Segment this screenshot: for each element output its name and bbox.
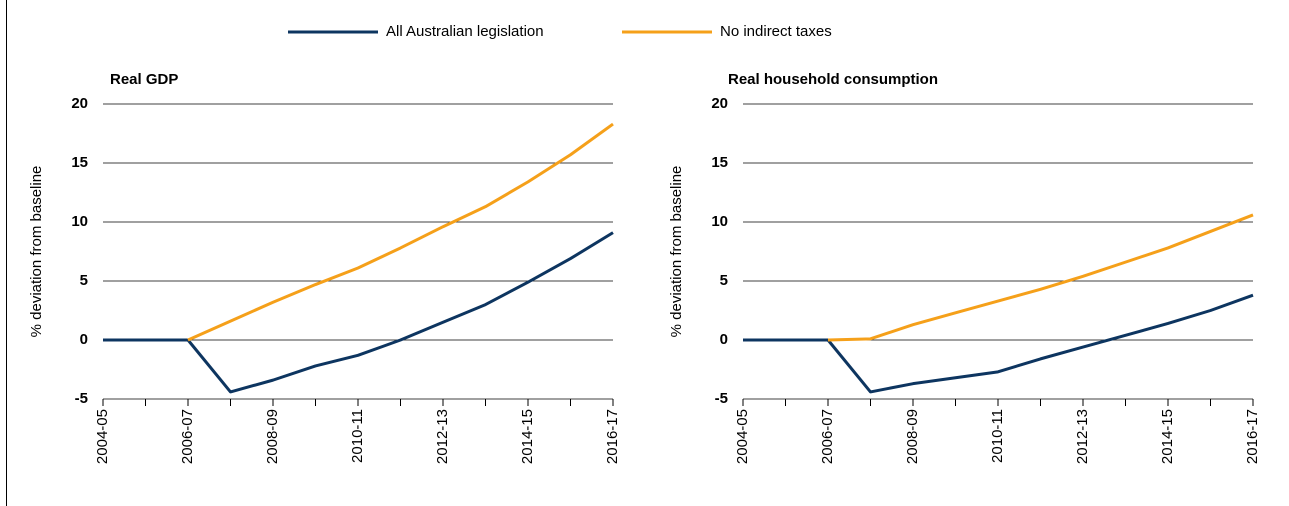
y-axis-label: % deviation from baseline bbox=[28, 166, 45, 338]
y-tick-label: 0 bbox=[80, 331, 88, 348]
x-tick-label: 2010-11 bbox=[989, 409, 1006, 463]
series-line bbox=[827, 213, 1254, 342]
x-tick-label: 2008-09 bbox=[264, 409, 281, 464]
y-tick-label: -5 bbox=[715, 390, 728, 407]
x-tick-label: 2012-13 bbox=[1074, 409, 1091, 464]
x-tick-label: 2016-17 bbox=[604, 409, 621, 464]
y-axis-label: % deviation from baseline bbox=[668, 166, 685, 338]
y-tick-label: 10 bbox=[71, 213, 88, 230]
y-tick-label: 15 bbox=[71, 154, 88, 171]
x-tick-label: 2010-11 bbox=[349, 409, 366, 463]
legend-label: No indirect taxes bbox=[720, 23, 832, 40]
y-tick-label: 5 bbox=[80, 272, 88, 289]
y-tick-label: 15 bbox=[711, 154, 728, 171]
x-tick-label: 2006-07 bbox=[819, 409, 836, 464]
y-tick-label: 20 bbox=[711, 95, 728, 112]
chart-title: Real household consumption bbox=[728, 71, 938, 88]
chart-title: Real GDP bbox=[110, 71, 178, 88]
x-tick-label: 2014-15 bbox=[519, 409, 536, 464]
y-tick-label: 20 bbox=[71, 95, 88, 112]
x-tick-label: 2016-17 bbox=[1244, 409, 1261, 464]
x-tick-label: 2006-07 bbox=[179, 409, 196, 464]
series-line bbox=[187, 122, 614, 342]
x-tick-label: 2004-05 bbox=[94, 409, 111, 464]
y-tick-label: 5 bbox=[720, 272, 728, 289]
y-tick-label: 0 bbox=[720, 331, 728, 348]
x-tick-label: 2012-13 bbox=[434, 409, 451, 464]
y-tick-label: -5 bbox=[75, 390, 88, 407]
x-tick-label: 2004-05 bbox=[734, 409, 751, 464]
y-tick-label: 10 bbox=[711, 213, 728, 230]
series-line bbox=[103, 231, 614, 394]
x-tick-label: 2014-15 bbox=[1159, 409, 1176, 464]
x-tick-label: 2008-09 bbox=[904, 409, 921, 464]
series-line bbox=[743, 293, 1254, 394]
legend-label: All Australian legislation bbox=[386, 23, 544, 40]
